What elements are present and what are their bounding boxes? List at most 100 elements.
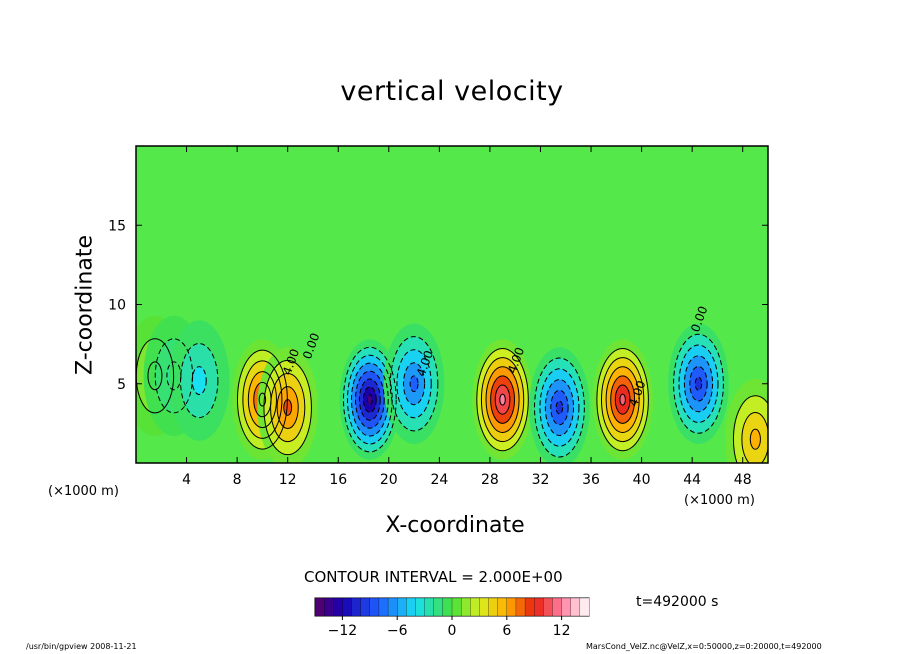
cell-contour [362, 386, 377, 413]
x-tick-label: 4 [182, 472, 191, 488]
cell-contour [499, 393, 506, 406]
colorbar-segment [323, 597, 334, 617]
colorbar-segment [579, 597, 590, 617]
colorbar-segment [497, 597, 508, 617]
cell-level [410, 375, 419, 392]
cell-contour [741, 411, 768, 463]
colorbar-segment [360, 597, 371, 617]
colorbar-segment [442, 597, 453, 617]
cell-contour [180, 343, 219, 419]
footer-program-date: /usr/bin/gpview 2008-11-21 [26, 642, 137, 651]
cell-contour [283, 399, 293, 416]
cell-contour [485, 366, 520, 433]
cell-contour [605, 366, 640, 433]
colorbar-segment [369, 597, 380, 617]
colorbar-segment [342, 597, 353, 617]
cell-contour [544, 379, 575, 436]
y-axis-ticks: 5 10 15 [108, 218, 768, 393]
x-tick-label: 28 [481, 472, 499, 488]
cell-level [695, 377, 702, 391]
colorbar-segment [543, 597, 554, 617]
contour-labels: 4.00 4.004.004.000.000.00 [280, 304, 711, 408]
cell-contour [678, 344, 719, 423]
cell-level [283, 399, 292, 416]
cell-contour [242, 360, 283, 439]
colorbar-segment [451, 597, 462, 617]
colorbar-segment [433, 597, 444, 617]
colorbar-segment [488, 597, 499, 617]
cell-level [499, 394, 506, 406]
cell-contour [614, 384, 631, 415]
colorbar-segment [561, 597, 572, 617]
cell-contour [694, 376, 703, 391]
colorbar-segment [415, 597, 426, 617]
x-tick-label: 48 [734, 472, 752, 488]
colorbar-segment [333, 597, 344, 617]
cell-contour [550, 389, 569, 426]
colorbar-tick-label: 0 [448, 623, 457, 639]
y-tick-label: 15 [108, 218, 126, 234]
x-axis-ticks: 4 8 12 16 20 24 28 32 36 40 44 48 [182, 146, 752, 488]
cell-contour [403, 362, 426, 406]
y-tick-label: 5 [117, 377, 126, 393]
velocity-cell [529, 347, 590, 463]
chart-title: vertical velocity [340, 76, 564, 107]
cell-contour [166, 361, 182, 391]
colorbar-tick-label: −12 [328, 623, 358, 639]
footer-data-source: MarsCond_VelZ.nc@VelZ,x=0:50000,z=0:2000… [586, 642, 822, 651]
y-tick-label: 10 [108, 298, 126, 314]
x-tick-label: 32 [532, 472, 550, 488]
colorbar-tick-label: 6 [502, 623, 511, 639]
cell-contour [732, 395, 768, 463]
cell-contour [258, 392, 267, 407]
colorbar-tick-label: −6 [387, 623, 408, 639]
colorbar: −12 −6 0 6 12 [314, 597, 590, 639]
cell-contour [389, 336, 439, 432]
colorbar-segment [534, 597, 544, 617]
velocity-cell [668, 323, 729, 444]
cell-contour [396, 349, 432, 419]
x-tick-label: 8 [233, 472, 242, 488]
x-tick-label: 12 [279, 472, 297, 488]
colorbar-segment [406, 597, 417, 617]
time-label: t=492000 s [636, 594, 719, 610]
cell-contour [683, 355, 714, 413]
x-tick-label: 24 [430, 472, 448, 488]
cell-contour [354, 370, 385, 429]
cell-contour [749, 428, 761, 450]
colorbar-segment [552, 597, 563, 617]
x-tick-label: 44 [683, 472, 701, 488]
cell-contour [276, 386, 299, 429]
y-axis-title: Z-coordinate [72, 235, 98, 375]
cell-contour [490, 375, 516, 424]
colorbar-segment [314, 597, 325, 617]
colorbar-segment [570, 597, 581, 617]
colorbar-segment [479, 597, 490, 617]
x-tick-label: 36 [582, 472, 600, 488]
contour-interval-label: CONTOUR INTERVAL = 2.000E+00 [304, 568, 563, 586]
cell-level [556, 401, 563, 414]
velocity-cell [168, 320, 230, 441]
cell-contour [350, 362, 389, 437]
cell-contour [555, 400, 564, 415]
cell-contour [191, 366, 207, 395]
cell-contour [342, 346, 397, 453]
cell-contour [263, 359, 312, 456]
cell-level [367, 394, 373, 405]
colorbar-tick-label: 12 [553, 623, 571, 639]
x-tick-label: 20 [380, 472, 398, 488]
colorbar-ticks: −12 −6 0 6 12 [328, 616, 571, 639]
cell-contour [619, 393, 626, 406]
velocity-field [136, 146, 768, 463]
colorbar-segment [524, 597, 535, 617]
colorbar-segment [378, 597, 389, 617]
cell-contour [247, 371, 277, 429]
cell-level [192, 366, 207, 395]
cell-contour [476, 347, 529, 452]
colorbar-segment [515, 597, 526, 617]
x-axis-unit-right: (×1000 m) [684, 493, 755, 508]
x-axis-title: X-coordinate [385, 513, 525, 538]
cell-contour [409, 375, 419, 393]
x-tick-label: 16 [329, 472, 347, 488]
colorbar-segment [424, 597, 435, 617]
